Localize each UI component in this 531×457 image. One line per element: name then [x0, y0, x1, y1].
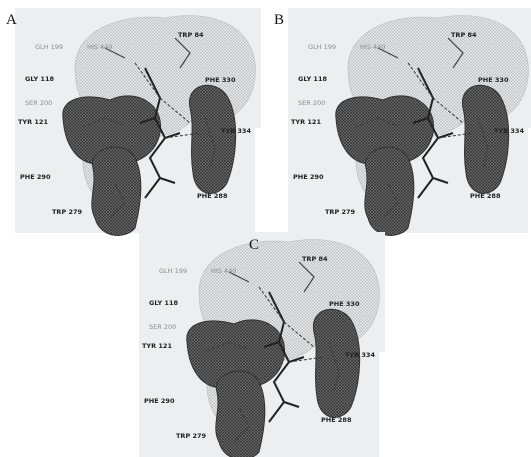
residue-label: TYR 334 — [221, 127, 251, 135]
docking-panel: GLH 199 HIS 440 TRP 84 GLY 118 PHE 330 SER 20… — [288, 8, 531, 235]
residue-label: GLY 118 — [149, 299, 178, 307]
residue-label: TRP 84 — [451, 31, 477, 39]
residue-label: TRP 279 — [325, 208, 356, 216]
residue-label: PHE 290 — [144, 397, 175, 405]
docking-panel: GLH 199 HIS 440 TRP 84 GLY 118 PHE 330 SER 20… — [139, 232, 385, 457]
residue-label: TYR 121 — [291, 118, 321, 126]
residue-label: TRP 279 — [176, 432, 207, 440]
figure: GLH 199 HIS 440 TRP 84 GLY 118 PHE 330 SER 20… — [0, 0, 531, 457]
surface-mesh-dark — [216, 371, 265, 457]
residue-label: SER 200 — [149, 323, 176, 331]
residue-label: TYR 334 — [345, 351, 375, 359]
panel-label: A — [6, 12, 17, 28]
residue-label: PHE 290 — [20, 173, 51, 181]
residue-label: PHE 288 — [197, 192, 228, 200]
residue-label: HIS 440 — [87, 43, 112, 51]
residue-label: SER 200 — [25, 99, 52, 107]
residue-label: PHE 290 — [293, 173, 324, 181]
residue-label: TYR 334 — [494, 127, 524, 135]
docking-panel: GLH 199 HIS 440 TRP 84 GLY 118 PHE 330 SER 20… — [15, 8, 261, 235]
residue-label: GLY 118 — [298, 75, 327, 83]
residue-label: PHE 330 — [329, 300, 360, 308]
residue-label: GLH 199 — [308, 43, 336, 51]
surface-mesh-dark — [92, 147, 141, 235]
residue-label: PHE 330 — [478, 76, 509, 84]
residue-label: GLH 199 — [35, 43, 63, 51]
residue-label: TRP 84 — [302, 255, 328, 263]
residue-label: TRP 84 — [178, 31, 204, 39]
panel-label: B — [274, 12, 284, 28]
residue-label: GLH 199 — [159, 267, 187, 275]
residue-label: PHE 288 — [321, 416, 352, 424]
residue-label: TYR 121 — [142, 342, 172, 350]
residue-label: PHE 330 — [205, 76, 236, 84]
panel-label: C — [249, 237, 259, 253]
residue-label: SER 200 — [298, 99, 325, 107]
residue-label: HIS 440 — [360, 43, 385, 51]
residue-label: HIS 440 — [211, 267, 236, 275]
residue-label: TRP 279 — [52, 208, 83, 216]
residue-label: PHE 288 — [470, 192, 501, 200]
residue-label: GLY 118 — [25, 75, 54, 83]
surface-mesh-dark — [365, 147, 414, 235]
residue-label: TYR 121 — [18, 118, 48, 126]
